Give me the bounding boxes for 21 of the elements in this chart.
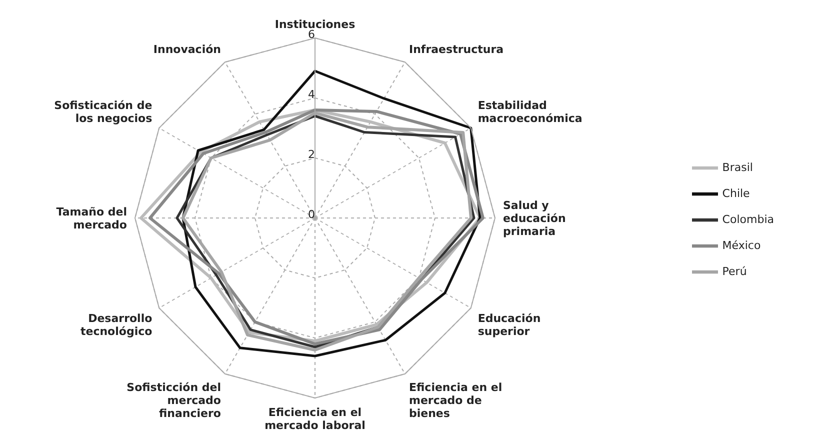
spoke-label: Tamaño del mercado bbox=[56, 206, 128, 232]
legend-label: México bbox=[722, 239, 761, 252]
spoke-label: Estabilidad macroeconómica bbox=[478, 99, 582, 125]
spoke-label: Sofisticación de los negocios bbox=[54, 99, 153, 125]
legend-label: Brasil bbox=[722, 161, 753, 174]
spoke-label: Eficiencia en el mercado laboral bbox=[264, 406, 366, 432]
spoke-label: Instituciones bbox=[274, 18, 356, 31]
spoke-label: Educación superior bbox=[478, 312, 541, 338]
spoke-label: Sofisticción del mercado financiero bbox=[126, 380, 222, 420]
y-tick-label: 6 bbox=[308, 28, 315, 41]
spoke-label: Eficiencia en el mercado de bienes bbox=[409, 380, 502, 420]
spoke-label: Desarrollo tecnológico bbox=[80, 312, 153, 338]
spoke-label: Infraestructura bbox=[409, 43, 504, 56]
legend-label: Perú bbox=[722, 265, 747, 278]
y-tick-label: 4 bbox=[308, 88, 315, 101]
legend-label: Colombia bbox=[722, 213, 774, 226]
spoke-label: Innovación bbox=[153, 43, 221, 56]
legend-label: Chile bbox=[722, 187, 750, 200]
y-tick-label: 0 bbox=[308, 208, 315, 221]
y-tick-label: 2 bbox=[308, 148, 315, 161]
spoke-label: Salud y educación primaria bbox=[503, 199, 566, 238]
